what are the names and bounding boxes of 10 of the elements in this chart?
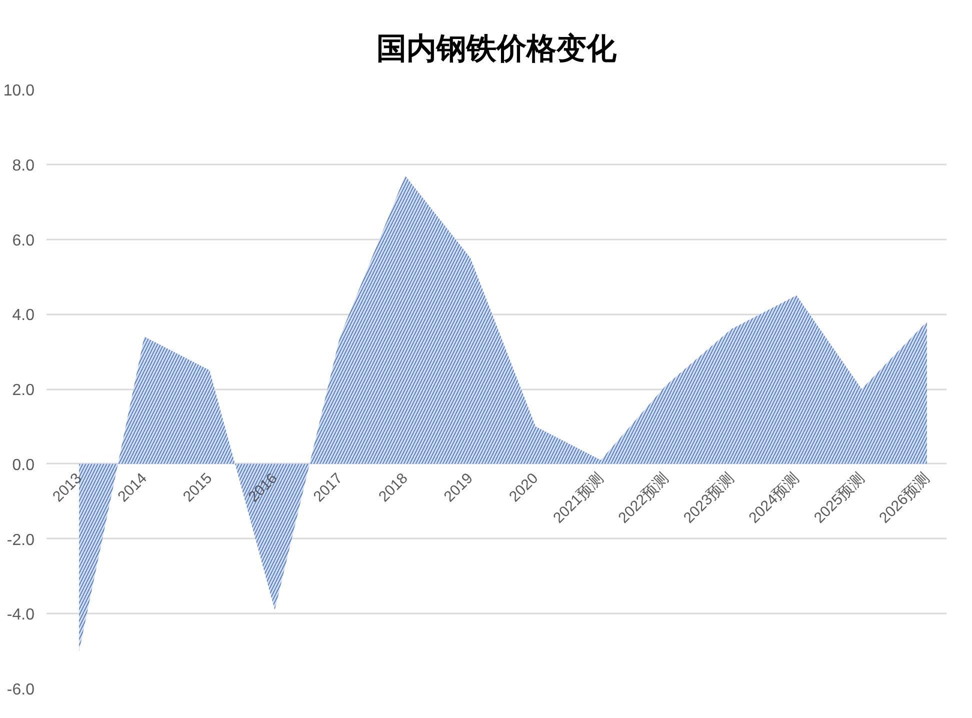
y-tick-label: 0.0 bbox=[12, 456, 35, 474]
y-tick-label: -6.0 bbox=[6, 682, 35, 698]
y-tick-label: 10.0 bbox=[3, 82, 35, 100]
y-tick-label: 6.0 bbox=[12, 232, 35, 250]
y-tick-label: 4.0 bbox=[12, 307, 35, 324]
y-tick-label: -2.0 bbox=[6, 532, 35, 549]
y-tick-label: 2.0 bbox=[12, 382, 35, 399]
chart-title: 国内钢铁价格变化 bbox=[376, 32, 618, 66]
y-tick-label: 8.0 bbox=[12, 157, 35, 174]
y-tick-label: -4.0 bbox=[6, 606, 35, 624]
